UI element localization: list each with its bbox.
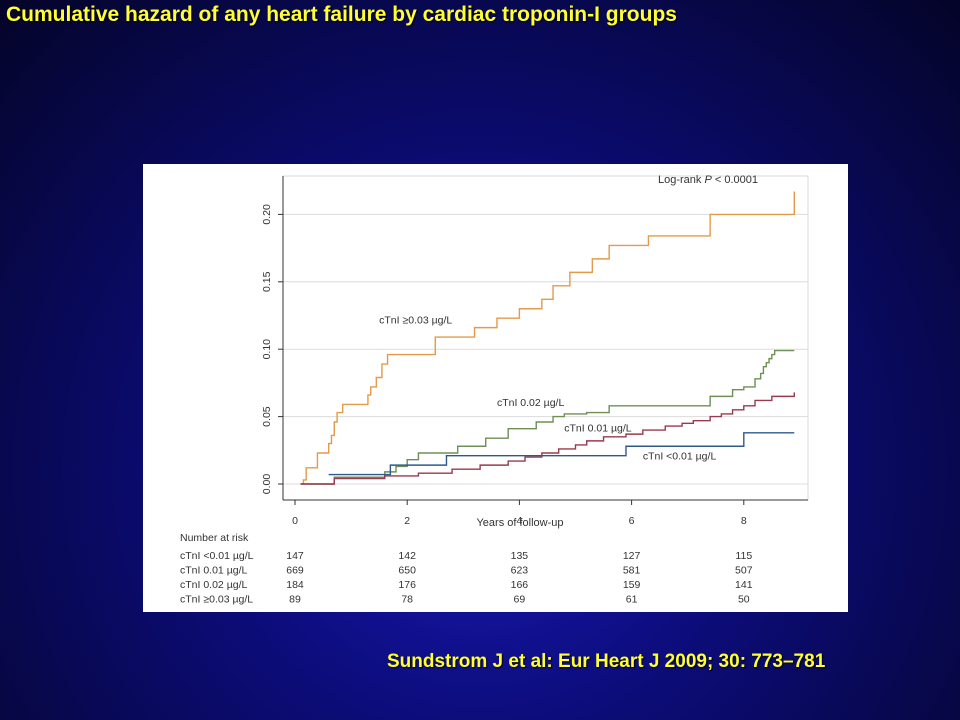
risk-row-label: cTnI ≥0.03 µg/L	[180, 594, 253, 606]
figure-panel: 0.00 0.05 0.10 0.15 0.20 0 2 4 6 8 cTnI ≥0.03 µg/…	[143, 164, 848, 612]
risk-cell: 141	[735, 579, 753, 591]
risk-cell: 147	[286, 550, 304, 562]
citation: Sundstrom J et al: Eur Heart J 2009; 30:…	[387, 651, 826, 672]
log-rank-prefix: Log-rank	[658, 174, 704, 186]
series-label: cTnI <0.01 µg/L	[643, 451, 717, 463]
risk-cell: 159	[623, 579, 641, 591]
x-tick-label: 4	[516, 515, 522, 527]
log-rank-suffix: < 0.0001	[712, 174, 758, 186]
risk-cell: 50	[738, 594, 750, 606]
risk-cell: 581	[623, 565, 641, 577]
axes: 0.00 0.05 0.10 0.15 0.20 0 2 4 6 8	[261, 176, 808, 527]
slide-title: Cumulative hazard of any heart failure b…	[6, 3, 677, 26]
risk-cell: 135	[511, 550, 529, 562]
hazard-curve	[300, 191, 795, 485]
log-rank-p: P	[704, 174, 712, 186]
risk-cell: 669	[286, 565, 304, 577]
kaplan-meier-chart: 0.00 0.05 0.10 0.15 0.20 0 2 4 6 8 cTnI ≥0.03 µg/…	[180, 174, 809, 606]
risk-table-title: Number at risk	[180, 532, 249, 544]
risk-cell: 78	[401, 594, 413, 606]
hazard-curve	[300, 392, 795, 485]
risk-cell: 115	[735, 550, 752, 562]
risk-cell: 166	[511, 579, 529, 591]
risk-cell: 623	[511, 565, 529, 577]
risk-cell: 127	[623, 550, 641, 562]
x-axis-label: Years of follow-up	[476, 517, 563, 529]
y-tick-label: 0.05	[261, 406, 273, 427]
grid-lines	[282, 175, 809, 501]
hazard-curve	[300, 349, 795, 485]
x-tick-label: 2	[404, 515, 410, 527]
risk-cell: 61	[626, 594, 638, 606]
risk-cell: 184	[286, 579, 304, 591]
log-rank-annotation: Log-rank P < 0.0001	[658, 174, 758, 186]
series-label: cTnI ≥0.03 µg/L	[379, 315, 452, 327]
y-tick-label: 0.15	[261, 271, 273, 292]
risk-cell: 69	[514, 594, 526, 606]
risk-cell: 507	[735, 565, 753, 577]
y-tick-label: 0.00	[261, 474, 273, 495]
risk-cell: 89	[289, 594, 301, 606]
x-tick-label: 6	[629, 515, 635, 527]
risk-row-label: cTnI 0.01 µg/L	[180, 565, 247, 577]
series-labels: cTnI ≥0.03 µg/L cTnI 0.02 µg/L cTnI 0.01 µ…	[379, 315, 716, 463]
risk-cell: 650	[398, 565, 416, 577]
series-label: cTnI 0.01 µg/L	[564, 422, 631, 434]
risk-row-label: cTnI 0.02 µg/L	[180, 579, 247, 591]
hazard-curve	[328, 432, 795, 476]
plot-frame	[282, 175, 809, 501]
y-tick-label: 0.10	[261, 339, 273, 360]
number-at-risk-table: Number at risk cTnI <0.01 µg/L 147 142 135 1…	[180, 532, 753, 606]
risk-cell: 176	[398, 579, 416, 591]
risk-row-label: cTnI <0.01 µg/L	[180, 550, 254, 562]
hazard-curves	[300, 191, 795, 485]
x-tick-label: 0	[292, 515, 298, 527]
x-tick-label: 8	[741, 515, 747, 527]
risk-cell: 142	[398, 550, 416, 562]
y-tick-label: 0.20	[261, 204, 273, 225]
series-label: cTnI 0.02 µg/L	[497, 397, 564, 409]
